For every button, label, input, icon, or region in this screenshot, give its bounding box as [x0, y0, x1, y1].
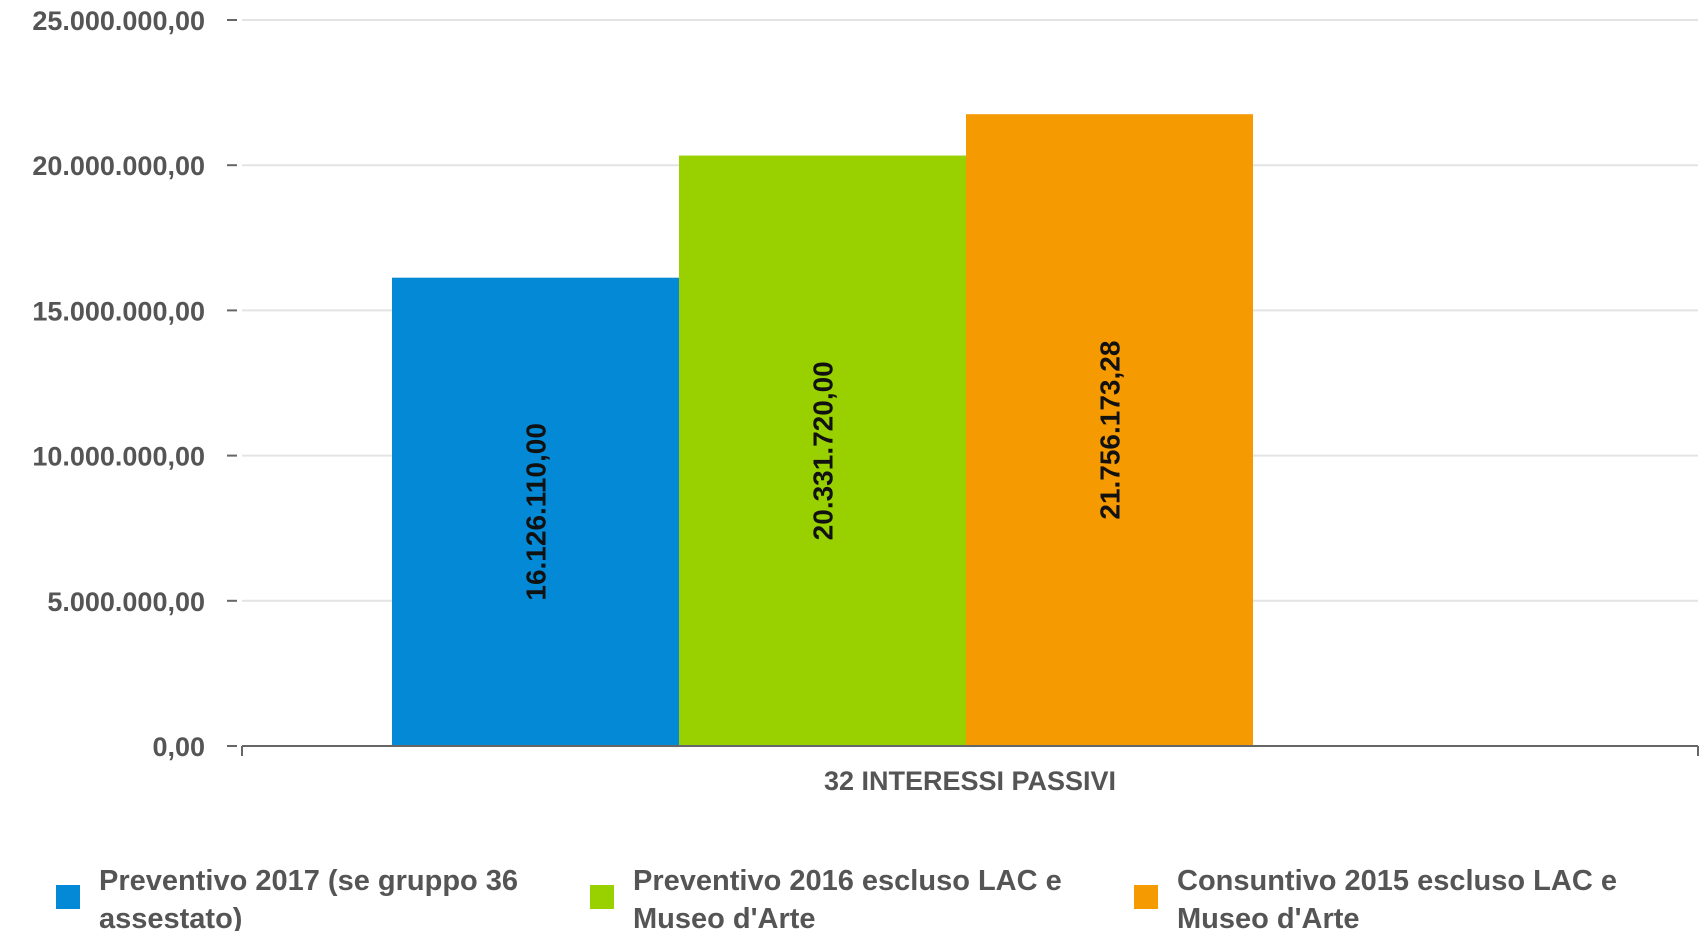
category-label: 32 INTERESSI PASSIVI [824, 766, 1116, 796]
bars: 16.126.110,00 20.331.720,00 21.756.173,28 [392, 114, 1253, 747]
y-tick-label: 5.000.000,00 [47, 587, 205, 617]
x-axis: 32 INTERESSI PASSIVI [241, 745, 1699, 796]
data-label-3: 21.756.173,28 [1095, 341, 1126, 520]
legend-swatch-2 [590, 885, 614, 909]
legend-label-1: assestato) [99, 903, 242, 931]
legend-label-3: Museo d'Arte [1177, 903, 1360, 931]
legend-label-1: Preventivo 2017 (se gruppo 36 [99, 865, 518, 897]
y-tick-label: 25.000.000,00 [32, 6, 205, 36]
legend-swatch-3 [1134, 885, 1158, 909]
legend: Preventivo 2017 (se gruppo 36 assestato) P… [56, 865, 1617, 935]
bar-3 [966, 114, 1253, 746]
bar-2 [679, 155, 966, 747]
legend-label-3: Consuntivo 2015 escluso LAC e [1177, 865, 1617, 897]
y-tick-label: 15.000.000,00 [32, 296, 205, 326]
legend-swatch-1 [56, 885, 80, 909]
legend-label-2: Museo d'Arte [633, 903, 816, 931]
legend-label-2: Preventivo 2016 escluso LAC e [633, 865, 1062, 897]
y-axis: 0,00 5.000.000,00 10.000.000,00 15.000.000,… [32, 6, 237, 762]
y-tick-label: 10.000.000,00 [32, 442, 205, 472]
y-tick-label: 20.000.000,00 [32, 151, 205, 181]
y-tick-label: 0,00 [152, 732, 205, 762]
data-label-1: 16.126.110,00 [521, 423, 552, 601]
data-label-2: 20.331.720,00 [808, 361, 839, 540]
bar-1 [392, 277, 679, 746]
